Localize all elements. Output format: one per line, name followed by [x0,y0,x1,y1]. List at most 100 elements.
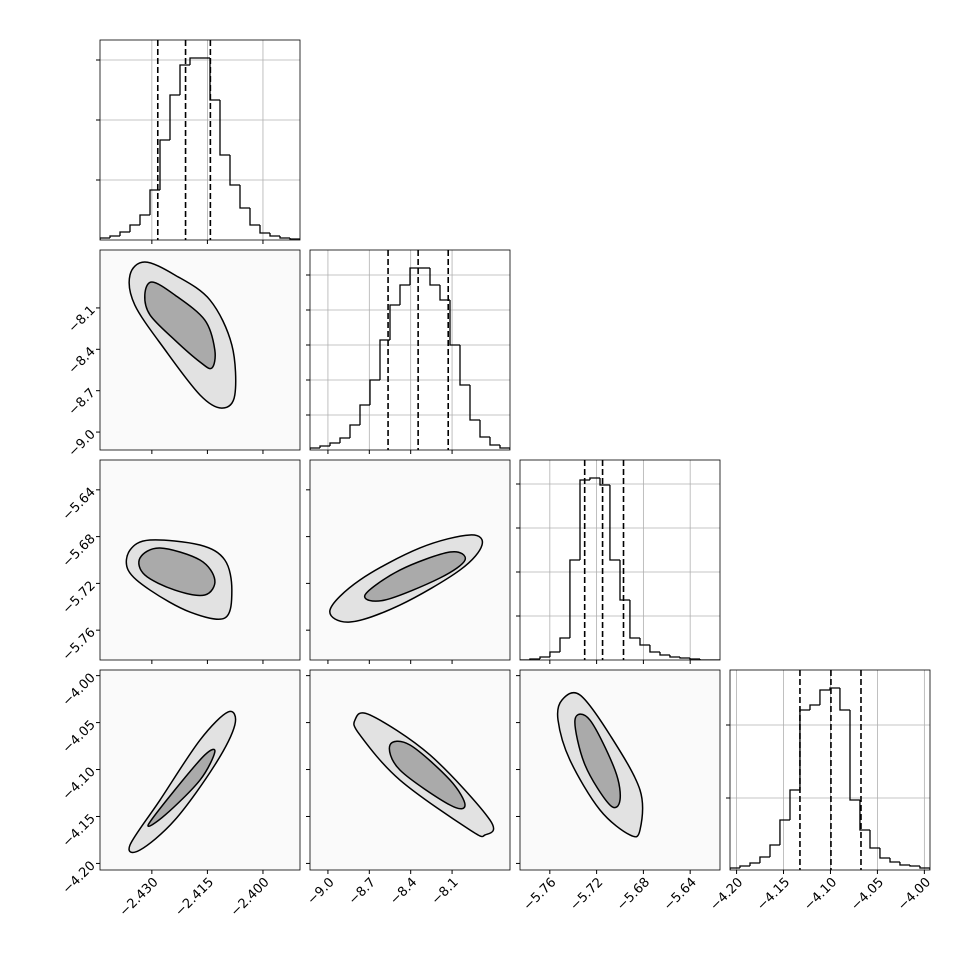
histogram-bin [139,214,150,225]
histogram-bin [459,345,470,386]
histogram-bin [849,710,860,801]
histogram-bin [609,485,620,561]
x-tick-label: −5.68 [614,875,653,914]
histogram-bin [489,437,500,446]
histogram-bin [659,652,670,656]
y-tick-label: −4.20 [60,858,99,897]
histogram-bin [549,651,560,657]
histogram-bin [909,865,920,867]
histogram-bin [869,830,880,849]
histogram-bin [169,94,180,140]
histogram-bin [179,64,190,95]
histogram-bin [839,688,850,711]
histogram-bin [269,233,280,237]
histogram-bin [899,862,910,866]
x-tick-label: −4.00 [895,875,934,914]
histogram-bin [349,424,360,438]
x-tick-label: −5.76 [521,875,560,914]
histogram-bin [259,225,270,234]
contour [574,713,622,809]
histogram-bin [739,865,750,868]
histogram-bin [100,237,110,240]
histogram-bin [539,656,550,659]
histogram-bin [479,420,490,438]
histogram-bin [679,657,690,659]
x-tick-label: −2.415 [172,875,217,920]
histogram-bin [919,866,930,870]
histogram-bin [749,862,760,866]
y-tick-label: −4.00 [60,671,99,710]
x-tick-label: −8.4 [387,875,420,908]
histogram-bin [759,856,770,863]
histogram-bin [599,478,610,486]
histogram-bin [799,709,810,790]
histogram-bin [619,560,630,601]
histogram-bin [879,848,890,859]
histogram-bin [819,689,830,705]
histogram-bin [149,189,160,215]
histogram-bin [730,867,740,870]
histogram-bin [859,800,870,831]
histogram-bin [589,477,600,480]
histogram-bin [669,655,680,658]
panel-frame [309,249,511,451]
x-tick-label: −4.15 [754,875,793,914]
histogram-bin [289,238,300,240]
x-tick-label: −5.64 [661,875,700,914]
histogram-bin [689,658,700,660]
histogram-bin [889,858,900,863]
histogram-bin [499,445,510,450]
y-tick-label: −8.1 [66,303,99,336]
histogram-bin [769,844,780,857]
panel-frame [519,459,721,661]
y-tick-label: −4.10 [60,765,99,804]
histogram-bin [789,789,800,820]
histogram-bin [829,687,840,690]
histogram-bin [229,155,240,186]
histogram-bin [439,285,450,301]
histogram-bin [579,479,590,560]
histogram-bin [399,284,410,305]
histogram-bin [109,235,120,238]
y-tick-label: −4.05 [60,718,99,757]
histogram-bin [649,645,660,653]
x-tick-label: −4.20 [707,875,746,914]
y-tick-label: −5.76 [60,625,99,664]
histogram-bin [469,385,480,421]
histogram-bin [409,267,420,285]
panel-frame [99,459,301,661]
histogram-bin [119,231,130,236]
x-tick-label: −8.7 [346,875,379,908]
panel-frame [729,669,931,871]
histogram-bin [310,447,320,450]
contour [138,547,216,597]
panel-frame [99,249,301,451]
y-tick-label: −9.0 [66,427,99,460]
histogram-bin [449,300,460,346]
contour [363,550,467,602]
panel-frame [309,459,511,661]
histogram-bin [779,819,790,845]
histogram-bin [629,600,640,639]
y-tick-label: −8.4 [66,344,99,377]
y-tick-label: −5.68 [60,532,99,571]
histogram-bin [809,704,820,710]
x-tick-label: −9.0 [305,875,338,908]
y-tick-label: −8.7 [66,386,99,419]
histogram-bin [369,379,380,405]
histogram-bin [209,58,220,101]
histogram-bin [239,185,250,209]
histogram-bin [379,339,390,380]
histogram-bin [389,304,400,340]
panel-frame [99,39,301,241]
histogram-bin [569,559,580,638]
histogram-bin [359,404,370,425]
histogram-bin [339,437,350,443]
histogram-bin [639,638,650,646]
histogram-bin [559,637,570,652]
histogram-bin [219,100,230,156]
contour [143,281,216,370]
contour [147,748,216,827]
x-tick-label: −4.10 [801,875,840,914]
